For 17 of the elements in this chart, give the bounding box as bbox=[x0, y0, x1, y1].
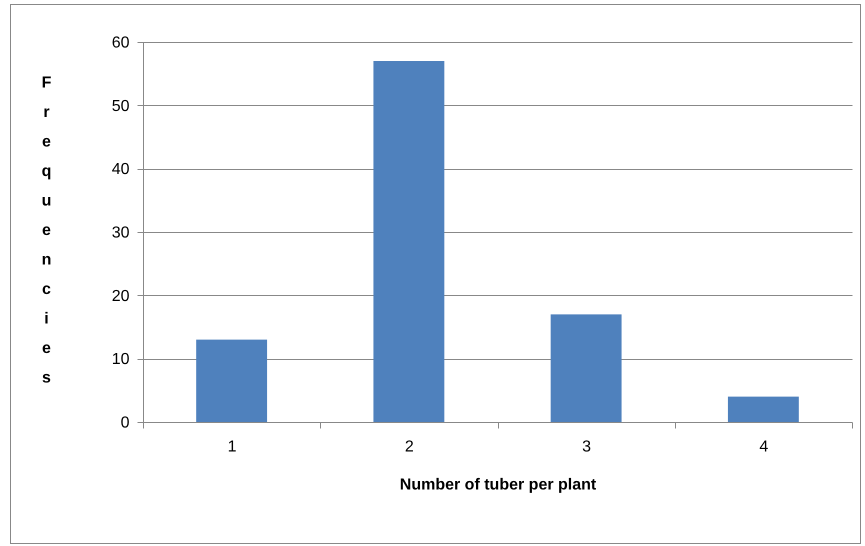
y-tick-label: 0 bbox=[120, 414, 130, 432]
bar bbox=[550, 314, 622, 422]
x-tick-label: 3 bbox=[582, 438, 592, 456]
text: Frequencies bbox=[42, 74, 52, 386]
x-tick-label: 4 bbox=[759, 438, 768, 456]
y-tick-label: 30 bbox=[112, 224, 130, 242]
x-tick-label: 1 bbox=[228, 438, 237, 456]
y-tick-label: 40 bbox=[112, 161, 130, 178]
bar bbox=[196, 340, 268, 422]
bar bbox=[728, 396, 799, 422]
y-tick-label: 60 bbox=[112, 34, 130, 52]
y-tick-label: 20 bbox=[112, 288, 130, 305]
bar bbox=[373, 61, 444, 422]
y-tick-label: 10 bbox=[112, 351, 130, 368]
x-tick-label: 2 bbox=[404, 438, 414, 456]
x-axis-title: Number of tuber per plant bbox=[400, 476, 597, 494]
y-tick-label: 50 bbox=[112, 98, 130, 115]
